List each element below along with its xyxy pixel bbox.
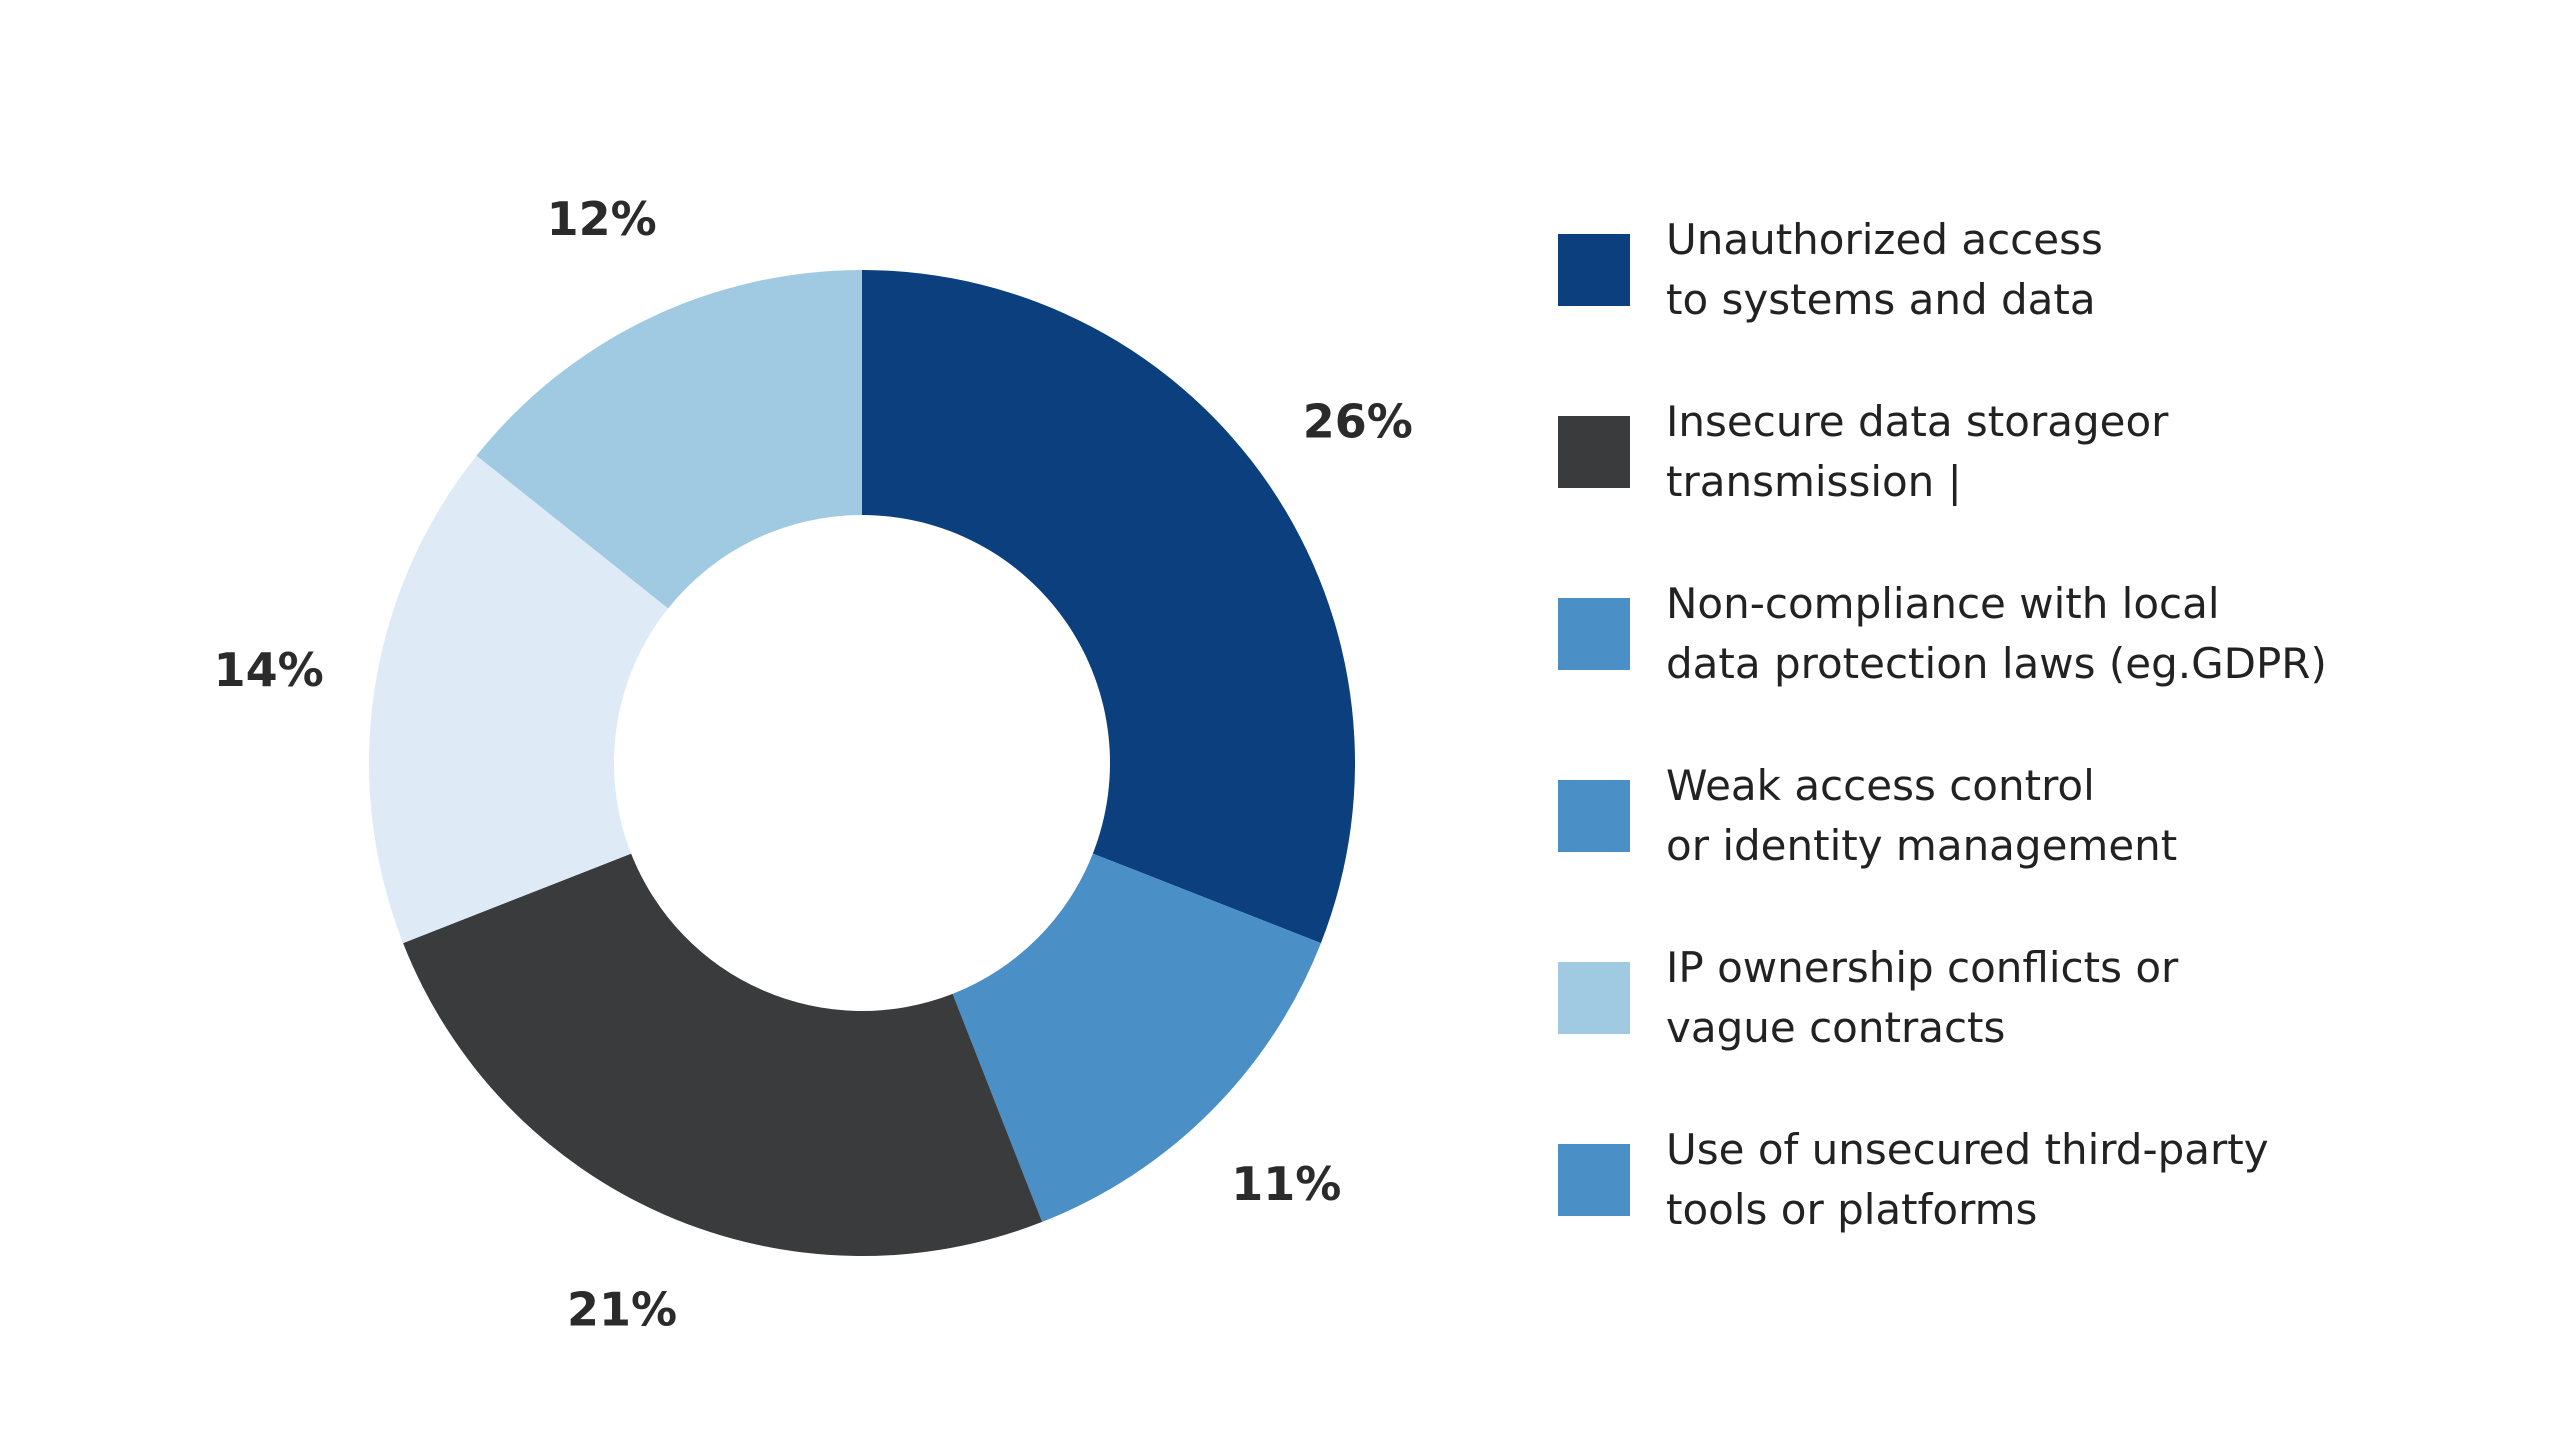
donut-slice (369, 455, 669, 944)
slice-value-label: 26% (1303, 395, 1413, 449)
donut-slice (862, 270, 1355, 944)
legend-item-weak-access-control: Weak access control or identity manageme… (1558, 756, 2518, 876)
legend-item-unauthorized-access: Unauthorized access to systems and data (1558, 210, 2518, 330)
legend-label: IP ownership conflicts or vague contract… (1666, 943, 2179, 1052)
legend-swatch (1558, 780, 1630, 852)
donut-slice (403, 853, 1043, 1256)
legend-swatch (1558, 234, 1630, 306)
donut-slice (476, 270, 862, 609)
legend-swatch (1558, 1144, 1630, 1216)
slice-value-label: 21% (567, 1282, 677, 1336)
slice-value-label: 11% (1231, 1157, 1341, 1211)
donut-slice (952, 853, 1321, 1222)
legend-swatch (1558, 598, 1630, 670)
legend-label: Unauthorized access to systems and data (1666, 215, 2103, 324)
legend-label: Insecure data storageor transmission | (1666, 397, 2169, 506)
legend-swatch (1558, 416, 1630, 488)
slice-value-label: 14% (214, 643, 324, 697)
legend-label: Weak access control or identity manageme… (1666, 761, 2178, 870)
legend-item-unsecured-tools: Use of unsecured third-party tools or pl… (1558, 1120, 2518, 1240)
legend-label: Use of unsecured third-party tools or pl… (1666, 1125, 2269, 1234)
legend-item-non-compliance: Non-compliance with local data protectio… (1558, 574, 2518, 694)
slice-value-label: 12% (547, 192, 657, 246)
legend-label: Non-compliance with local data protectio… (1666, 579, 2327, 688)
legend-swatch (1558, 962, 1630, 1034)
chart-legend: Unauthorized access to systems and data … (1558, 210, 2518, 1302)
legend-item-insecure-storage: Insecure data storageor transmission | (1558, 392, 2518, 512)
legend-item-ip-ownership: IP ownership conflicts or vague contract… (1558, 938, 2518, 1058)
